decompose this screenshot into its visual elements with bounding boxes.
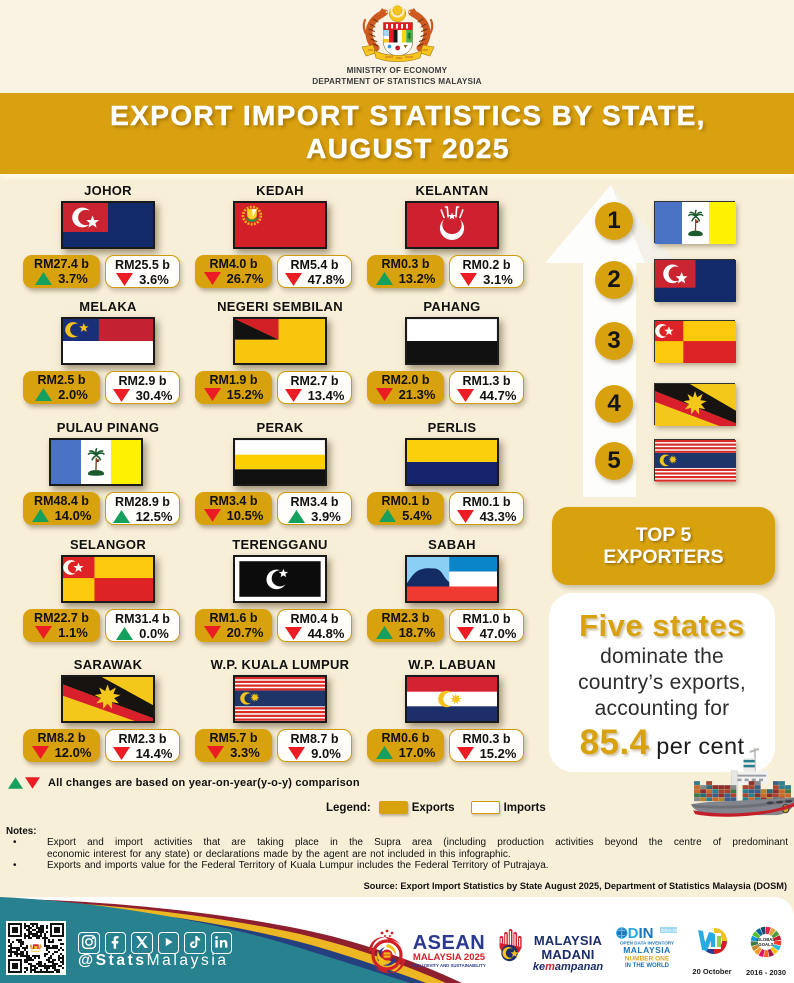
svg-text:MALAYSIA: MALAYSIA [623, 945, 671, 955]
svg-text:OPEN DATA INVENTORY: OPEN DATA INVENTORY [620, 941, 674, 946]
svg-text:GOALS: GOALS [758, 942, 773, 947]
svg-text:2004-2025: 2004-2025 [661, 928, 678, 933]
svg-text:GLOBAL: GLOBAL [757, 937, 775, 942]
svg-text:NUMBER ONE: NUMBER ONE [625, 956, 670, 963]
svg-text:IN THE WORLD: IN THE WORLD [625, 963, 670, 969]
